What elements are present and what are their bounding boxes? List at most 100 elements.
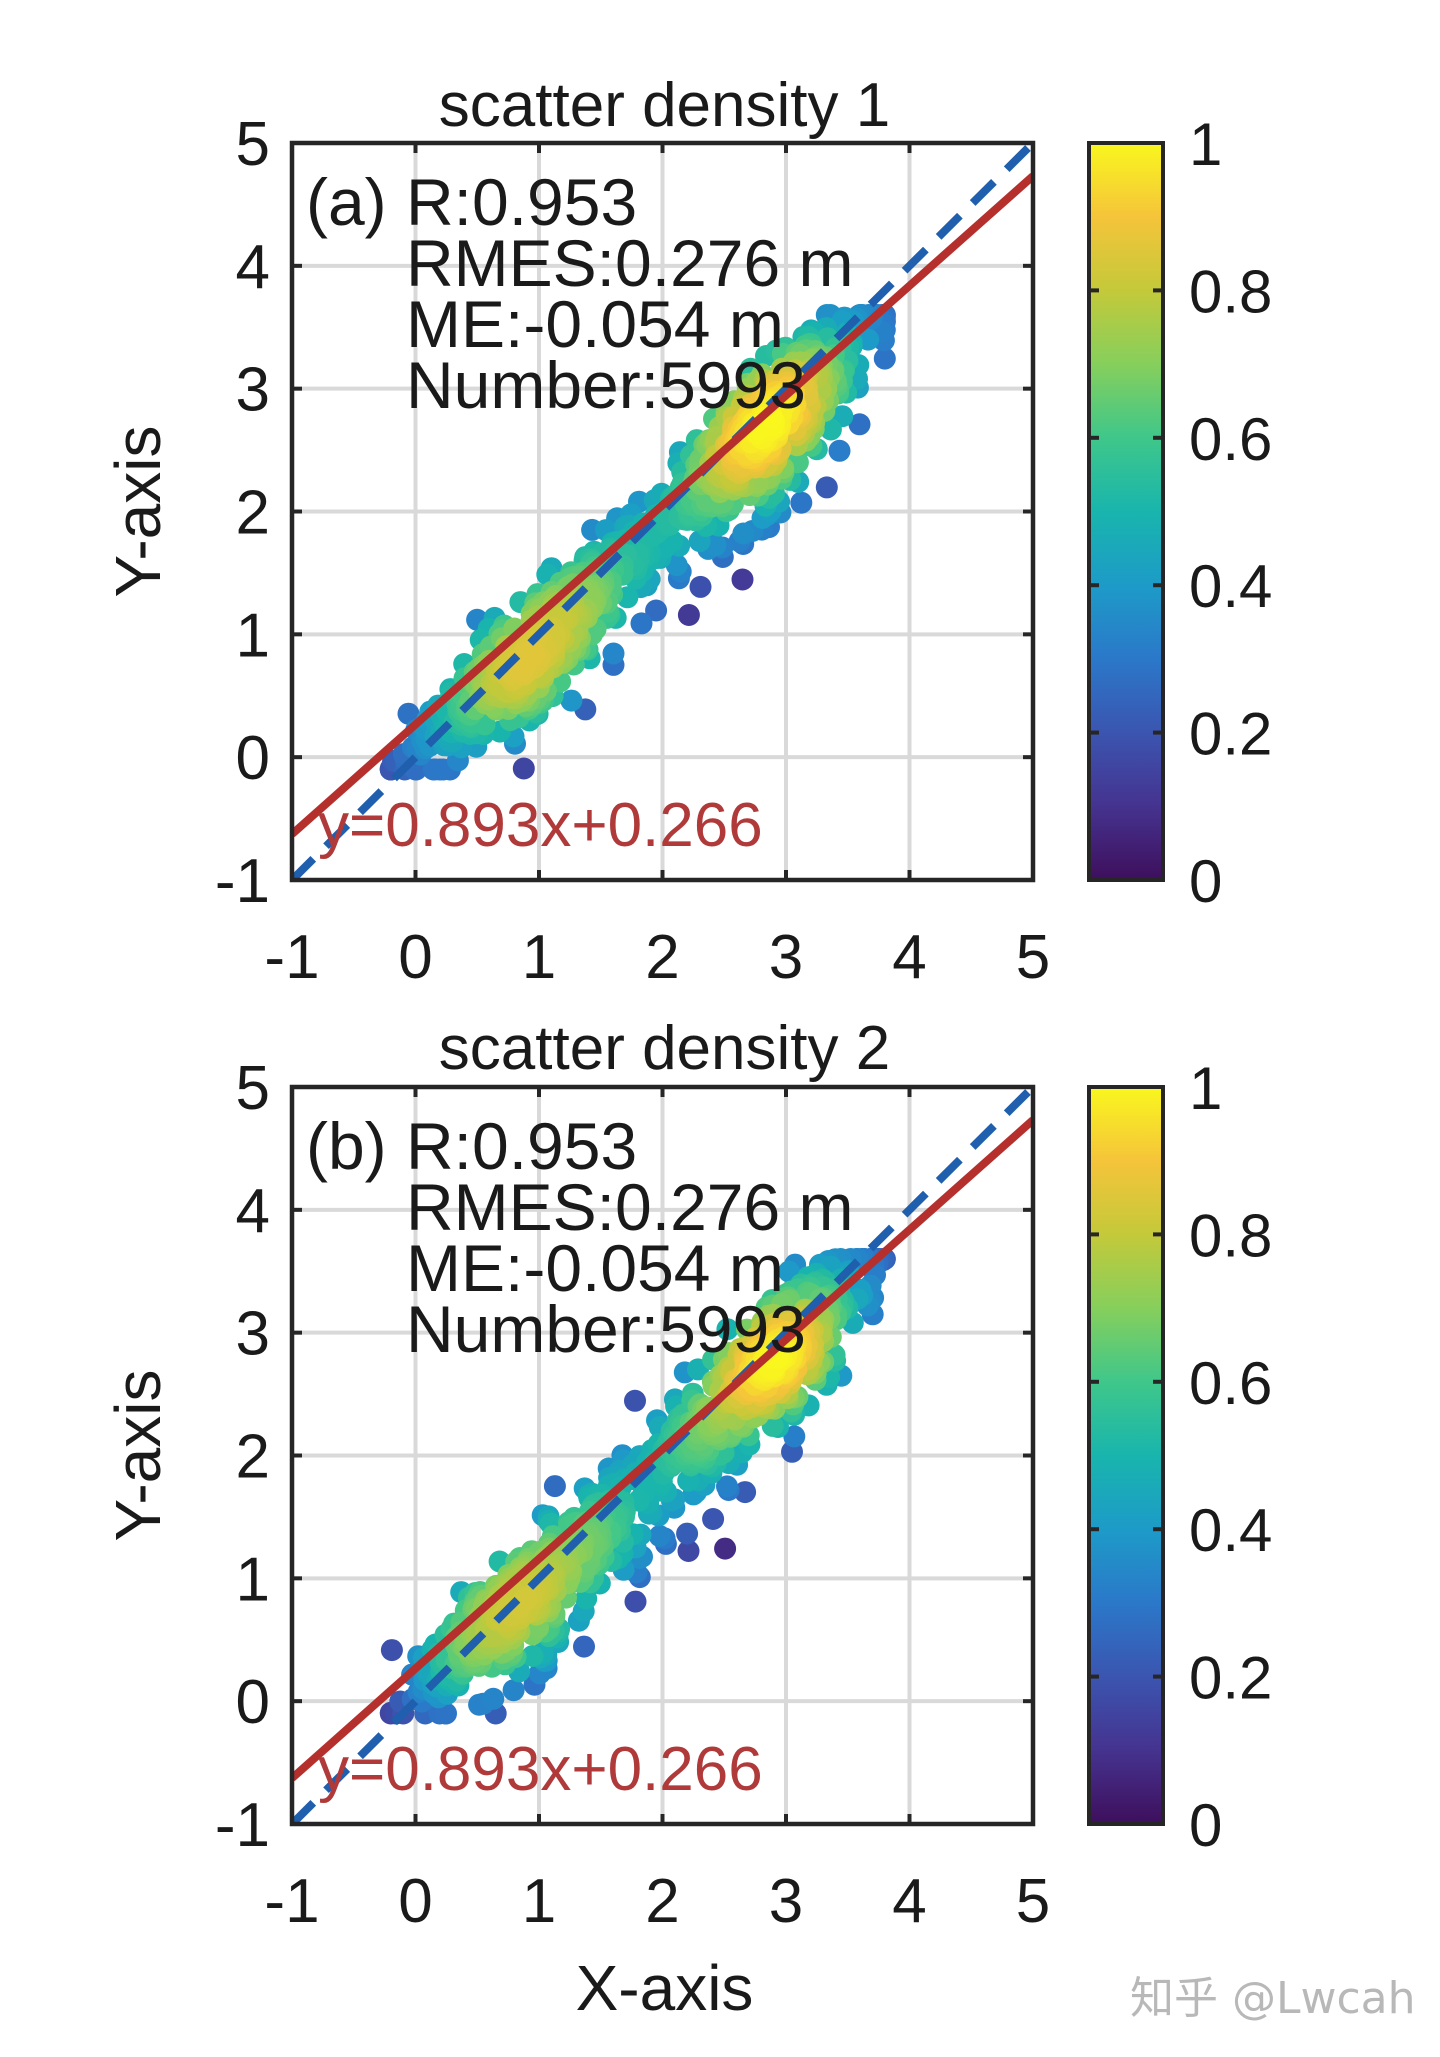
- panel-2-colorbar-tick-label: 1: [1189, 1055, 1222, 1122]
- panel-2-colorbar-tick-label: 0.2: [1189, 1645, 1272, 1712]
- scatter-point: [677, 604, 700, 626]
- panel-2-ytick-label: 2: [236, 1423, 270, 1492]
- panel-2-xtick-label: 0: [398, 1867, 432, 1936]
- scatter-point: [630, 612, 653, 635]
- panel-2-ytick-label: 3: [236, 1300, 270, 1369]
- panel-1-ytick-label: -1: [215, 847, 270, 916]
- panel-2-colorbar-tick-label: 0.4: [1189, 1497, 1272, 1564]
- panel-2-stat-line: R:0.953: [406, 1109, 637, 1183]
- panel-2-ytick-label: 1: [236, 1545, 270, 1614]
- scatter-point: [714, 1537, 737, 1560]
- panel-1-xtick-label: 5: [1016, 923, 1050, 992]
- panel-1-xtick-label: 4: [892, 923, 926, 992]
- panel-2-ytick-label: 4: [236, 1177, 270, 1246]
- panel-2: -1 0 1 2 3 4 5 -1 0 1 2 3 4 5 scatter density 2 Y-axis X…: [102, 1014, 1272, 2024]
- panel-1-ylabel: Y-axis: [102, 426, 174, 598]
- panel-1-ytick-label: 4: [236, 233, 270, 302]
- scatter-point: [648, 1525, 671, 1548]
- scatter-point: [521, 1645, 544, 1667]
- panel-1: -1 0 1 2 3 4 5 -1 0 1 2 3 4 5 scatter density 1 Y-axis (…: [102, 71, 1272, 992]
- scatter-point: [676, 1522, 699, 1545]
- scatter-point: [783, 1425, 806, 1448]
- panel-1-ytick-label: 5: [236, 110, 270, 179]
- panel-1-xtick-label: -1: [264, 923, 319, 992]
- panel-1-colorbar-tick-label: 0.2: [1189, 701, 1272, 768]
- panel-2-xtick-label: 1: [522, 1867, 556, 1936]
- panel-2-xtick-label: 2: [645, 1867, 679, 1936]
- panel-2-ytick-label: -1: [215, 1791, 270, 1860]
- panel-2-colorbar-tick-label: 0.6: [1189, 1350, 1272, 1417]
- panel-2-colorbar-tick-label: 0: [1189, 1792, 1222, 1859]
- panel-2-fit-equation: y=0.893x+0.266: [318, 1735, 763, 1804]
- panel-2-stat-line: ME:-0.054 m: [406, 1231, 784, 1305]
- panel-1-stat-line: Number:5993: [406, 348, 806, 422]
- panel-2-panel-label: (b): [306, 1109, 387, 1183]
- panel-2-ytick-label: 0: [236, 1668, 270, 1737]
- scatter-point: [790, 491, 813, 514]
- panel-2-xtick-label: 5: [1016, 1867, 1050, 1936]
- panel-2-ylabel: Y-axis: [102, 1370, 174, 1542]
- scatter-point: [573, 1635, 595, 1658]
- scatter-point: [502, 1679, 525, 1702]
- scatter-point: [543, 1475, 566, 1498]
- panel-1-one-to-one-line: [292, 143, 1033, 880]
- scatter-point: [665, 554, 688, 577]
- panel-2-xtick-label: 4: [892, 1867, 926, 1936]
- panel-1-xtick-label: 3: [769, 923, 803, 992]
- scatter-point: [815, 476, 838, 499]
- panel-1-xtick-label: 2: [645, 923, 679, 992]
- panel-1-fit-equation: y=0.893x+0.266: [318, 791, 763, 860]
- panel-1-colorbar-tick-label: 0: [1189, 848, 1222, 915]
- panel-1-stat-line: ME:-0.054 m: [406, 287, 784, 361]
- scatter-point: [828, 439, 851, 462]
- panel-2-colorbar: [1087, 1085, 1165, 1826]
- scatter-point: [873, 347, 896, 370]
- scatter-point: [734, 1481, 757, 1504]
- panel-1-colorbar: [1087, 141, 1165, 882]
- panel-1-ytick-label: 2: [236, 479, 270, 548]
- scatter-point: [702, 1508, 725, 1530]
- panel-1-colorbar-tick-label: 0.4: [1189, 553, 1272, 620]
- panel-1-xtick-label: 1: [522, 923, 556, 992]
- panel-2-stat-line: RMES:0.276 m: [406, 1170, 854, 1244]
- scatter-point: [602, 642, 625, 665]
- scatter-point: [848, 413, 871, 436]
- scatter-point: [482, 1687, 505, 1710]
- panel-1-title: scatter density 1: [439, 71, 890, 140]
- panel-1-colorbar-tick-label: 0.6: [1189, 406, 1272, 473]
- scatter-point: [716, 1475, 738, 1498]
- panel-2-xtick-label: 3: [769, 1867, 803, 1936]
- panel-2-xlabel: X-axis: [576, 1952, 754, 2024]
- panel-2-title: scatter density 2: [439, 1014, 890, 1083]
- scatter-point: [560, 689, 583, 712]
- scatter-point: [716, 1318, 739, 1341]
- scatter-point: [514, 652, 537, 675]
- panel-1-ytick-label: 1: [236, 601, 270, 670]
- panel-1-xtick-label: 0: [398, 923, 432, 992]
- panel-1-stat-line: RMES:0.276 m: [406, 226, 854, 300]
- scatter-point: [624, 1590, 647, 1613]
- panel-1-panel-label: (a): [306, 165, 387, 239]
- panel-1-ytick-label: 0: [236, 724, 270, 793]
- panel-2-one-to-one-line: [292, 1087, 1033, 1824]
- scatter-point: [732, 522, 755, 545]
- panel-1-colorbar-tick-label: 1: [1189, 111, 1222, 178]
- scatter-point: [397, 702, 420, 725]
- watermark: 知乎 @Lwcah: [1130, 1973, 1416, 2024]
- panel-1-fit-line: [292, 173, 1033, 838]
- panel-2-ytick-label: 5: [236, 1054, 270, 1123]
- scatter-point: [819, 418, 842, 441]
- scatter-point: [731, 568, 754, 591]
- panel-2-colorbar-tick-label: 0.8: [1189, 1202, 1272, 1269]
- scatter-point: [380, 1639, 403, 1662]
- scatter-point: [512, 757, 535, 780]
- panel-2-xtick-label: -1: [264, 1867, 319, 1936]
- panel-2-scatter-points: [379, 1248, 896, 1725]
- scatter-point: [645, 599, 668, 622]
- panel-1-stat-line: R:0.953: [406, 165, 637, 239]
- scatter-point: [689, 575, 712, 598]
- scatter-point: [677, 1540, 700, 1562]
- panel-1-colorbar-tick-label: 0.8: [1189, 258, 1272, 325]
- panel-2-stat-line: Number:5993: [406, 1292, 806, 1366]
